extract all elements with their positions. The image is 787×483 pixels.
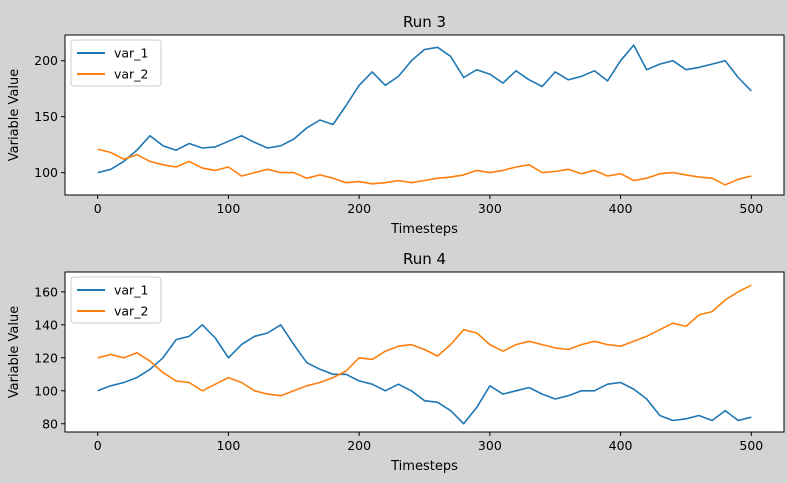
series-line-var_1 <box>97 44 752 174</box>
x-tick-label: 0 <box>94 438 102 453</box>
x-tick-label: 300 <box>478 201 502 216</box>
y-tick-label: 200 <box>34 53 58 68</box>
y-tick-label: 100 <box>34 165 58 180</box>
series-line-var_2 <box>97 284 752 397</box>
series-line-var_2 <box>97 148 752 186</box>
x-tick-label: 100 <box>216 438 240 453</box>
chart-panel-4: 0 100 200 300 400 500 80 100 120 140 160 Run 4 Times… <box>7 250 785 474</box>
legend-label-var_1: var_1 <box>114 46 148 61</box>
x-tick-label: 400 <box>609 438 633 453</box>
x-tick-label: 0 <box>94 201 102 216</box>
y-axis-label: Variable Value <box>7 69 22 161</box>
chart-panel-3: 0 100 200 300 400 500 100 150 200 Run 3 Timesteps V… <box>7 13 785 237</box>
y-tick-label: 100 <box>34 383 58 398</box>
x-tick-label: 300 <box>478 438 502 453</box>
y-tick-label: 140 <box>34 317 58 332</box>
chart-title: Run 4 <box>403 250 446 268</box>
y-tick-label: 120 <box>34 350 58 365</box>
plot-area <box>65 272 784 432</box>
legend-label-var_2: var_2 <box>114 304 148 319</box>
y-tick-label: 160 <box>34 284 58 299</box>
x-tick-label: 100 <box>216 201 240 216</box>
legend-label-var_1: var_1 <box>114 283 148 298</box>
series-line-var_1 <box>97 323 752 425</box>
x-tick-label: 500 <box>739 438 763 453</box>
x-tick-label: 200 <box>347 438 371 453</box>
y-axis-label: Variable Value <box>7 306 22 398</box>
y-tick-label: 150 <box>34 109 58 124</box>
x-axis-label: Timesteps <box>390 459 458 474</box>
legend-label-var_2: var_2 <box>114 67 148 82</box>
x-axis-label: Timesteps <box>390 222 458 237</box>
axes-frame <box>64 34 785 196</box>
x-tick-label: 500 <box>739 201 763 216</box>
chart-title: Run 3 <box>403 13 446 31</box>
plot-area <box>65 35 784 195</box>
x-tick-label: 200 <box>347 201 371 216</box>
axes-frame <box>64 271 785 433</box>
y-tick-label: 80 <box>42 416 58 431</box>
x-tick-label: 400 <box>609 201 633 216</box>
